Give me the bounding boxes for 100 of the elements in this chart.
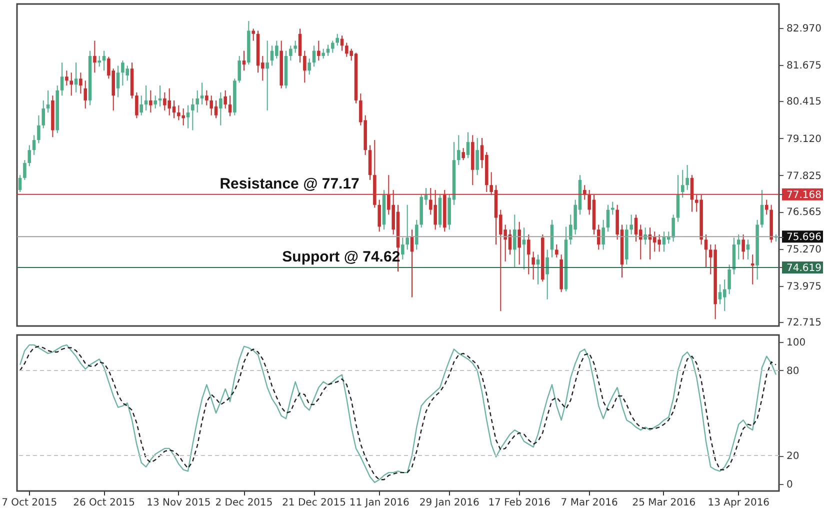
y-tick-label: 74.619 [786,262,822,274]
candlestick [219,92,222,126]
candlestick [340,35,344,52]
candlestick [555,244,558,258]
candlestick [266,40,269,111]
x-tick-label: 13 Nov 2015 [146,498,211,508]
y-tick-label: 81.675 [786,60,822,72]
y-tick-label: 20 [786,451,800,462]
candlestick [200,82,204,105]
candlestick [532,251,535,280]
y-tick-label: 72.715 [786,318,822,329]
y-tick-label: 0 [786,479,793,490]
candlestick [65,70,68,86]
candlestick [140,95,143,116]
candlestick [79,72,82,94]
candlestick [224,90,227,109]
x-tick-label: 26 Oct 2015 [73,498,135,508]
candlestick [611,201,614,216]
x-tick-label: 13 Apr 2016 [708,498,770,508]
y-tick-label: 75.696 [786,232,822,244]
candlestick [18,174,22,192]
candlestick [686,164,689,190]
y-tick-label: 77.168 [786,190,822,201]
candlestick [522,227,526,270]
candlestick [238,55,241,84]
candlestick [289,45,292,62]
candlestick [476,138,479,176]
candlestick [205,90,208,106]
candlestick [298,28,302,64]
candlestick [32,134,36,156]
candlestick [513,214,516,268]
candlestick [46,90,50,113]
candlestick [186,104,190,129]
candlestick [70,72,73,96]
candlestick [102,50,106,72]
candlestick [630,214,633,235]
x-tick-label: 17 Feb 2016 [488,498,550,508]
y-tick-label: 75.270 [786,244,822,256]
x-tick-label: 7 Oct 2015 [2,498,58,508]
candlestick [42,100,45,129]
candlestick [84,80,87,109]
x-tick-label: 11 Jan 2016 [349,498,410,508]
candlestick [602,219,605,250]
candlestick [415,219,418,250]
candlestick [242,50,246,72]
candlestick [378,199,381,232]
x-tick-label: 7 Mar 2016 [560,498,618,508]
candlestick [746,239,750,260]
candlestick [191,98,194,131]
y-tick-label: 76.565 [786,207,822,218]
candlestick [536,254,540,285]
candlestick [74,62,78,93]
candlestick [518,221,521,266]
candlestick [742,234,745,260]
candlestick [303,50,306,84]
candlestick [154,95,157,109]
candlestick [466,132,470,159]
y-tick-label: 80 [786,366,800,377]
candlestick [331,40,334,54]
x-tick-label: 21 Dec 2015 [282,498,346,508]
candlestick [406,204,409,250]
candlestick [527,234,530,275]
candlestick [23,160,26,180]
candlestick [765,199,768,216]
candlestick [606,204,610,232]
ref-line-label: Resistance @ 77.17 [220,175,360,192]
candlestick [336,33,339,46]
x-tick-label: 2 Dec 2015 [215,498,273,508]
candlestick [326,44,330,56]
y-tick-label: 82.970 [786,23,822,34]
candlestick [308,58,311,76]
candlestick [93,40,96,74]
candlestick [462,148,465,161]
candlestick [681,169,684,198]
candlestick [37,114,40,144]
candlestick [252,28,255,42]
candlestick [294,40,297,54]
candlestick [401,237,404,260]
candlestick [116,65,120,98]
y-tick-label: 77.825 [786,170,822,182]
candlestick [158,85,162,107]
y-tick-label: 80.415 [786,96,822,108]
candlestick [322,48,325,60]
candlestick [60,62,64,96]
candlestick [149,90,152,113]
y-tick-label: 100 [786,338,806,349]
x-tick-label: 29 Jan 2016 [419,498,480,508]
candlestick [737,234,740,260]
candlestick [676,174,680,222]
candlestick [144,85,148,111]
y-tick-label: 79.120 [786,134,822,145]
candlestick [597,224,600,250]
candlestick [228,95,232,117]
candlestick [135,92,138,119]
candlestick [728,264,731,295]
y-tick-label: 73.975 [786,281,822,292]
candlestick [28,144,31,167]
candlestick [751,254,754,285]
candlestick [317,40,320,62]
candlestick [546,249,549,300]
